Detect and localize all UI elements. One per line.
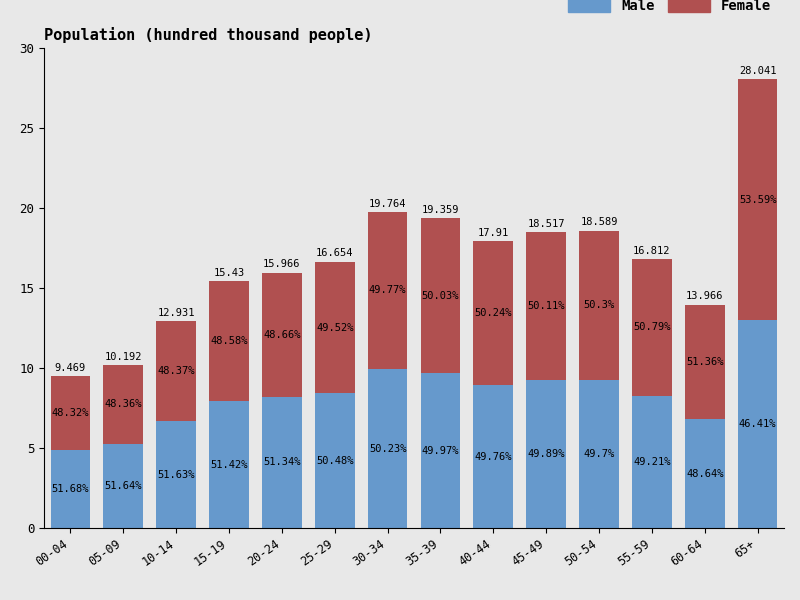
Text: 50.23%: 50.23% (369, 443, 406, 454)
Text: 16.812: 16.812 (633, 246, 670, 256)
Bar (315, 262, 354, 394)
Bar (368, 212, 407, 369)
Text: 48.37%: 48.37% (158, 366, 195, 376)
Text: 51.63%: 51.63% (158, 470, 195, 479)
Bar (738, 79, 778, 320)
Text: 48.64%: 48.64% (686, 469, 723, 479)
Bar (685, 419, 725, 528)
Text: 49.76%: 49.76% (474, 452, 512, 462)
Text: 16.654: 16.654 (316, 248, 354, 259)
Bar (103, 365, 143, 444)
Bar (209, 281, 249, 401)
Text: 15.43: 15.43 (214, 268, 245, 278)
Bar (209, 401, 249, 528)
Text: 48.32%: 48.32% (52, 408, 89, 418)
Text: 49.52%: 49.52% (316, 323, 354, 332)
Bar (315, 394, 354, 528)
Text: 51.42%: 51.42% (210, 460, 248, 470)
Bar (421, 218, 460, 373)
Bar (685, 305, 725, 419)
Bar (421, 373, 460, 528)
Text: 49.77%: 49.77% (369, 286, 406, 295)
Text: 51.68%: 51.68% (52, 484, 89, 494)
Text: 13.966: 13.966 (686, 292, 723, 301)
Bar (526, 380, 566, 528)
Bar (632, 395, 672, 528)
Text: 53.59%: 53.59% (739, 194, 776, 205)
Text: 49.89%: 49.89% (527, 449, 565, 459)
Bar (579, 380, 619, 528)
Text: 50.3%: 50.3% (583, 301, 614, 310)
Text: 51.64%: 51.64% (105, 481, 142, 491)
Text: 18.589: 18.589 (580, 217, 618, 227)
Text: 19.359: 19.359 (422, 205, 459, 215)
Text: 50.79%: 50.79% (633, 322, 670, 332)
Text: 28.041: 28.041 (739, 66, 776, 76)
Bar (156, 421, 196, 528)
Text: 50.11%: 50.11% (527, 301, 565, 311)
Text: 12.931: 12.931 (158, 308, 195, 318)
Text: 49.21%: 49.21% (633, 457, 670, 467)
Bar (50, 376, 90, 450)
Bar (632, 259, 672, 395)
Text: 9.469: 9.469 (55, 363, 86, 373)
Text: 51.34%: 51.34% (263, 457, 301, 467)
Bar (103, 444, 143, 528)
Text: 10.192: 10.192 (105, 352, 142, 362)
Bar (526, 232, 566, 380)
Text: 51.36%: 51.36% (686, 357, 723, 367)
Text: 18.517: 18.517 (527, 218, 565, 229)
Text: 15.966: 15.966 (263, 259, 301, 269)
Legend: Male, Female: Male, Female (562, 0, 777, 19)
Text: 46.41%: 46.41% (739, 419, 776, 429)
Bar (474, 385, 513, 528)
Bar (474, 241, 513, 385)
Bar (262, 397, 302, 528)
Bar (368, 369, 407, 528)
Text: 49.97%: 49.97% (422, 446, 459, 455)
Text: 48.58%: 48.58% (210, 336, 248, 346)
Text: 50.24%: 50.24% (474, 308, 512, 319)
Text: 48.36%: 48.36% (105, 400, 142, 409)
Text: 50.48%: 50.48% (316, 456, 354, 466)
Text: 48.66%: 48.66% (263, 329, 301, 340)
Bar (156, 321, 196, 421)
Text: Population (hundred thousand people): Population (hundred thousand people) (44, 26, 373, 43)
Text: 19.764: 19.764 (369, 199, 406, 209)
Text: 49.7%: 49.7% (583, 449, 614, 459)
Text: 50.03%: 50.03% (422, 291, 459, 301)
Bar (738, 320, 778, 528)
Text: 17.91: 17.91 (478, 228, 509, 238)
Bar (262, 272, 302, 397)
Bar (50, 450, 90, 528)
Bar (579, 230, 619, 380)
